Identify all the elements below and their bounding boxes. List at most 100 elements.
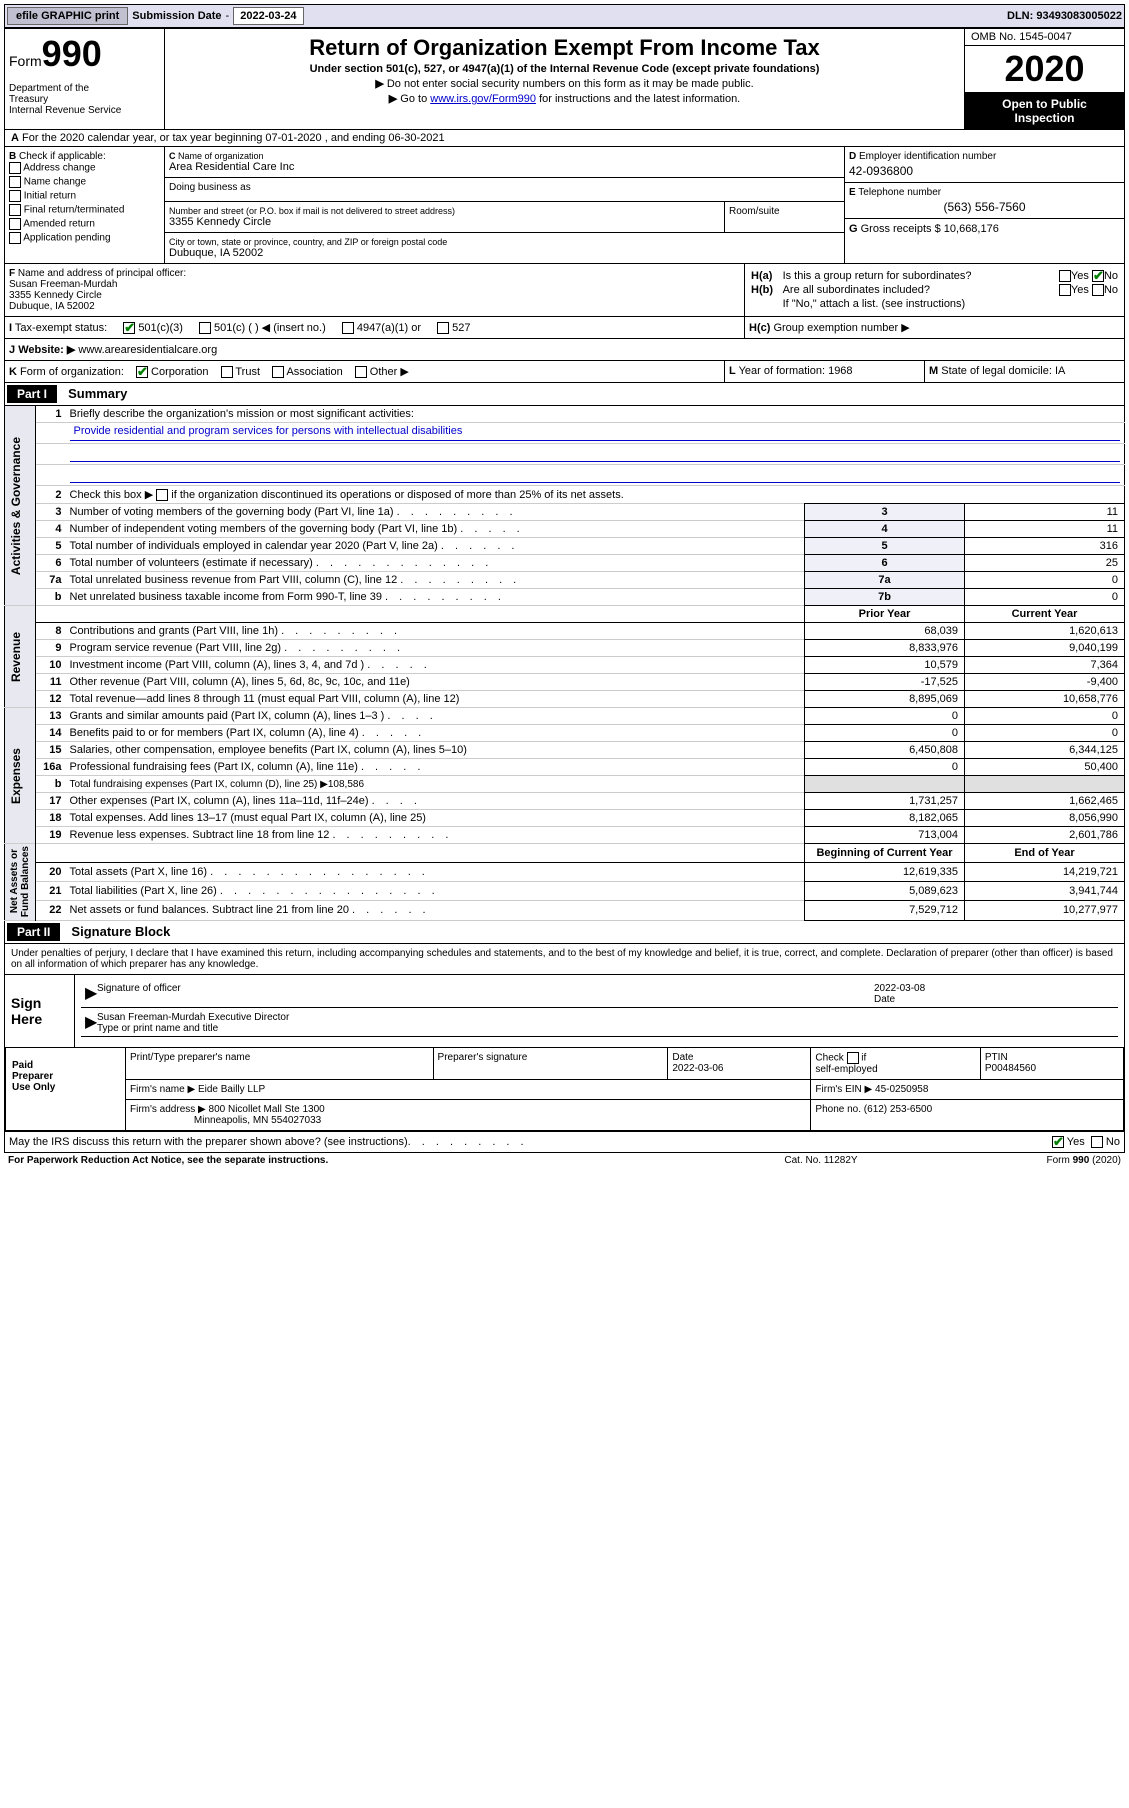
part-i-title: Summary — [68, 386, 127, 401]
phone-box: E Telephone number (563) 556-7560 — [845, 183, 1124, 219]
q3-text: Number of voting members of the governin… — [66, 504, 805, 521]
e16a-num: 16a — [36, 759, 66, 776]
firm-addr: Firm's address ▶ 800 Nicollet Mall Ste 1… — [126, 1099, 811, 1130]
q6-text: Total number of volunteers (estimate if … — [66, 555, 805, 572]
submission-label: Submission Date — [132, 10, 221, 22]
part-ii-label: Part II — [7, 923, 60, 941]
form-label: Form990 — [9, 33, 160, 75]
e17-prior: 1,731,257 — [805, 793, 965, 810]
e14-curr: 0 — [965, 725, 1125, 742]
q6-val: 25 — [965, 555, 1125, 572]
dln-value: 93493083005022 — [1036, 10, 1122, 22]
tax-year: 2020 — [965, 46, 1124, 93]
e16a-curr: 50,400 — [965, 759, 1125, 776]
chk-amended-return: Amended return — [9, 218, 160, 230]
e15-desc: Salaries, other compensation, employee b… — [66, 742, 805, 759]
firm-name: Firm's name ▶ Eide Bailly LLP — [126, 1079, 811, 1099]
col-b-header: B Check if applicable: — [9, 151, 160, 162]
ein-value: 42-0936800 — [849, 164, 1120, 178]
q5-num: 5 — [36, 538, 66, 555]
chk-trust-label: Trust — [235, 366, 260, 378]
chk-corp-label: Corporation — [151, 366, 208, 378]
l-text: Year of formation: 1968 — [739, 365, 853, 377]
org-name-label: Name of organization — [178, 151, 264, 161]
e13-prior: 0 — [805, 708, 965, 725]
sig-name-line: ▶ Susan Freeman-Murdah Executive Directo… — [81, 1010, 1118, 1037]
instr1-text: Do not enter social security numbers on … — [387, 78, 754, 90]
chk-4947-label: 4947(a)(1) or — [357, 322, 421, 334]
chk-other-label: Other ▶ — [370, 366, 409, 378]
e13-curr: 0 — [965, 708, 1125, 725]
footer: For Paperwork Reduction Act Notice, see … — [4, 1153, 1125, 1168]
chk-501c-label: 501(c) ( ) ◀ (insert no.) — [214, 322, 326, 334]
e19-curr: 2,601,786 — [965, 827, 1125, 844]
footer-mid: Cat. No. 11282Y — [721, 1155, 921, 1166]
city-label: City or town, state or province, country… — [169, 237, 840, 247]
q7b-text: Net unrelated business taxable income fr… — [66, 589, 805, 606]
omb: OMB No. 1545-0047 — [965, 29, 1124, 46]
officer-box: F Name and address of principal officer:… — [5, 264, 744, 317]
r12-curr: 10,658,776 — [965, 691, 1125, 708]
dba-box: Doing business as — [165, 178, 844, 202]
vlabel-revenue: Revenue — [9, 632, 23, 682]
signature-block: Under penalties of perjury, I declare th… — [4, 944, 1125, 1132]
instr2-link[interactable]: www.irs.gov/Form990 — [430, 93, 536, 105]
perjury-text: Under penalties of perjury, I declare th… — [5, 944, 1124, 975]
addr-city-box: City or town, state or province, country… — [165, 233, 844, 263]
gross-label: Gross receipts $ — [861, 223, 941, 235]
n22-begin: 7,529,712 — [805, 901, 965, 920]
mission-text: Provide residential and program services… — [70, 425, 1121, 441]
chk-assoc-label: Association — [286, 366, 342, 378]
gross-value: 10,668,176 — [944, 223, 999, 235]
part-i-label: Part I — [7, 385, 57, 403]
info-grid: B Check if applicable: Address change Na… — [4, 147, 1125, 264]
q7a-box: 7a — [805, 572, 965, 589]
sign-fields: ▶ Signature of officer 2022-03-08Date ▶ … — [75, 975, 1124, 1047]
q3-box: 3 — [805, 504, 965, 521]
chk-501c: 501(c) ( ) ◀ (insert no.) — [199, 321, 326, 334]
e16b-prior — [805, 776, 965, 793]
footer-right: Form 990 (2020) — [921, 1155, 1121, 1166]
n21-begin: 5,089,623 — [805, 882, 965, 901]
r8-prior: 68,039 — [805, 623, 965, 640]
q4-box: 4 — [805, 521, 965, 538]
arrow-icon-2: ▶ — [85, 1012, 97, 1034]
col-b-header-text: Check if applicable: — [19, 151, 106, 162]
phone-label: Telephone number — [858, 187, 941, 198]
chk-initial-return: Initial return — [9, 190, 160, 202]
r10-curr: 7,364 — [965, 657, 1125, 674]
submission-date: 2022-03-24 — [233, 7, 303, 25]
dba-label: Doing business as — [169, 182, 251, 193]
vlabel-netassets: Net Assets orFund Balances — [9, 846, 31, 917]
inspect1: Open to Public — [1002, 97, 1087, 111]
dln-label: DLN: — [1007, 10, 1033, 22]
n20-end: 14,219,721 — [965, 863, 1125, 882]
r11-prior: -17,525 — [805, 674, 965, 691]
header-middle: Return of Organization Exempt From Incom… — [165, 29, 964, 129]
q7a-num: 7a — [36, 572, 66, 589]
officer-city: Dubuque, IA 52002 — [9, 301, 95, 312]
firm-ein: Firm's EIN ▶ 45-0250958 — [811, 1079, 1124, 1099]
header-right: OMB No. 1545-0047 2020 Open to Public In… — [964, 29, 1124, 129]
discuss-no: No — [1091, 1136, 1120, 1148]
arrow-icon: ▶ — [85, 983, 97, 1005]
col-d: D Employer identification number 42-0936… — [844, 147, 1124, 263]
chk-app-pending-label: Application pending — [23, 233, 110, 244]
k-label: Form of organization: — [20, 366, 124, 378]
n21-num: 21 — [36, 882, 66, 901]
r10-prior: 10,579 — [805, 657, 965, 674]
n20-num: 20 — [36, 863, 66, 882]
chk-527: 527 — [437, 322, 470, 334]
chk-name-change-label: Name change — [24, 177, 86, 188]
row-a-text: For the 2020 calendar year, or tax year … — [22, 132, 445, 144]
q1-num: 1 — [36, 406, 66, 423]
vlabel-expenses: Expenses — [9, 748, 23, 804]
part-ii-title: Signature Block — [71, 924, 170, 939]
tax-status-label: Tax-exempt status: — [15, 322, 107, 334]
preparer-table: PaidPreparerUse Only Print/Type preparer… — [5, 1047, 1124, 1131]
r11-desc: Other revenue (Part VIII, column (A), li… — [66, 674, 805, 691]
q4-val: 11 — [965, 521, 1125, 538]
q4-num: 4 — [36, 521, 66, 538]
hdr-end: End of Year — [965, 844, 1125, 863]
ha-text: Is this a group return for subordinates? — [783, 270, 1037, 282]
